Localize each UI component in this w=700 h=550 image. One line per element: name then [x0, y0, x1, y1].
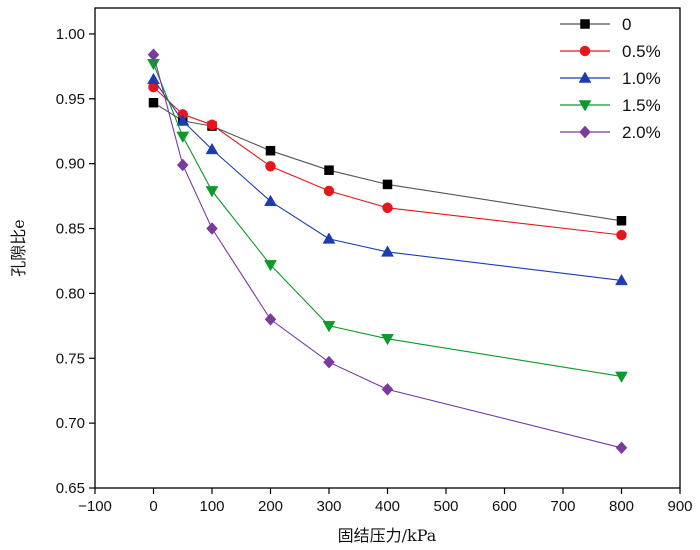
x-tick-label: 400	[375, 498, 400, 515]
series-group	[147, 48, 628, 455]
y-tick-label: 1.00	[56, 26, 85, 43]
data-point	[206, 222, 218, 235]
legend-marker	[579, 125, 591, 139]
legend: 0 0.5% 1.0% 1.5% 2.0%	[560, 15, 661, 142]
data-point	[616, 216, 627, 226]
axis-ticks: −100 0 100 200 300 400 500 600 700 800 900 0.65 0.70…	[56, 26, 693, 515]
legend-item: 1.0%	[560, 69, 661, 88]
y-tick-label: 0.70	[56, 415, 85, 432]
y-tick-label: 0.80	[56, 285, 85, 302]
x-axis-title: 固结压力/kPa	[338, 526, 437, 545]
data-point	[205, 186, 219, 198]
data-point	[176, 158, 189, 172]
legend-item: 1.5%	[560, 96, 661, 115]
y-tick-label: 0.85	[56, 221, 85, 238]
data-point	[264, 312, 277, 326]
data-point	[206, 119, 218, 131]
y-tick-label: 0.95	[56, 91, 85, 108]
data-point	[264, 194, 277, 207]
data-point	[147, 72, 160, 85]
data-point	[381, 334, 394, 346]
data-point	[381, 383, 394, 396]
legend-marker	[579, 45, 591, 57]
data-point	[323, 185, 335, 197]
x-tick-label: 300	[316, 498, 341, 515]
data-point	[382, 179, 393, 190]
legend-label: 1.0%	[622, 69, 661, 88]
data-point	[615, 441, 628, 455]
x-tick-label: 800	[609, 498, 634, 515]
x-tick-label: 700	[550, 498, 575, 515]
data-point	[322, 232, 336, 244]
x-tick-label: 200	[258, 498, 283, 515]
data-point	[615, 371, 628, 383]
x-tick-label: 0	[149, 498, 157, 515]
x-tick-label: 900	[667, 498, 692, 515]
legend-item: 2.0%	[560, 123, 661, 142]
legend-label: 1.5%	[622, 96, 661, 115]
y-axis-title: 孔隙比e	[9, 219, 28, 276]
y-tick-label: 0.75	[56, 350, 85, 367]
legend-label: 2.0%	[622, 123, 661, 142]
series-1	[148, 81, 627, 241]
data-point	[323, 355, 335, 369]
x-tick-label: 100	[199, 498, 224, 515]
x-tick-label: −100	[78, 498, 112, 515]
legend-label: 0.5%	[622, 42, 661, 61]
series-2	[147, 72, 628, 286]
data-point	[264, 260, 277, 272]
legend-item: 0	[560, 15, 631, 34]
legend-label: 0	[622, 15, 631, 34]
legend-item: 0.5%	[560, 42, 661, 61]
series-3	[147, 59, 628, 383]
data-point	[381, 245, 394, 257]
y-tick-label: 0.65	[56, 480, 85, 497]
legend-marker	[578, 100, 592, 112]
data-point	[615, 273, 628, 286]
data-point	[616, 229, 627, 241]
y-tick-label: 0.90	[56, 156, 85, 173]
data-point	[324, 165, 334, 175]
legend-marker	[580, 19, 590, 29]
x-tick-label: 500	[433, 498, 458, 515]
data-point	[148, 97, 159, 108]
data-point	[176, 114, 190, 126]
data-point	[265, 145, 276, 156]
x-tick-label: 600	[492, 498, 517, 515]
legend-marker	[578, 71, 592, 83]
data-point	[147, 48, 160, 62]
data-point	[205, 142, 219, 155]
series-4	[147, 48, 628, 455]
data-point	[322, 321, 336, 333]
data-point	[265, 161, 276, 172]
series-line	[152, 63, 622, 377]
data-point	[382, 202, 393, 214]
data-point	[176, 131, 190, 143]
